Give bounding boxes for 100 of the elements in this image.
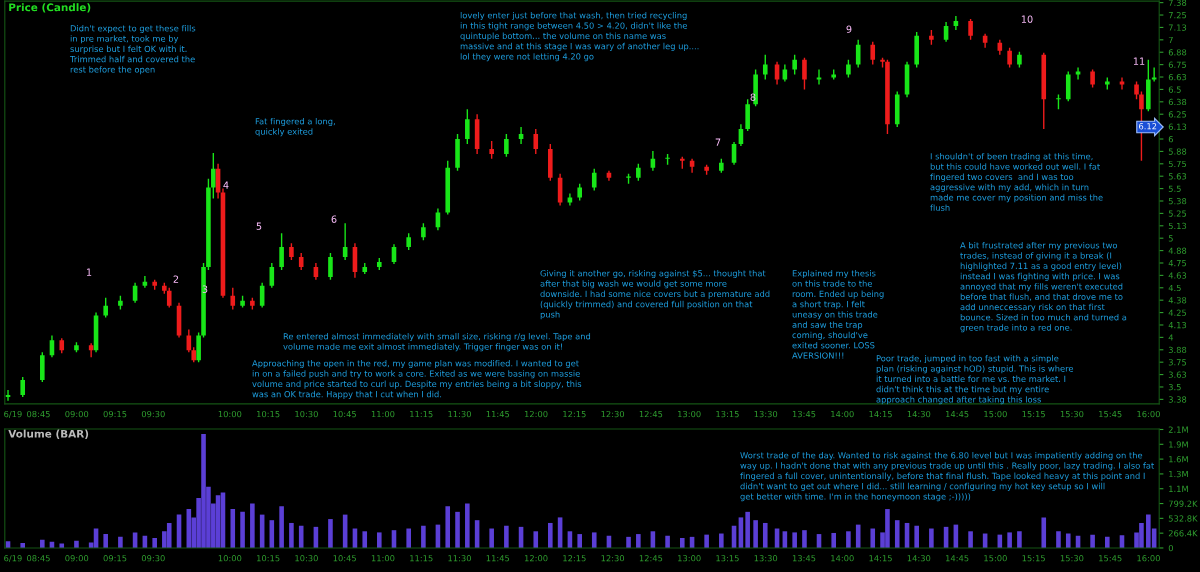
annotation: lovely enter just before that wash, then tried recycling in this tight range between 4.50 > 4.20, didn't like the quintuple bottom... the volume on this name was massive and at this stage I was wary of another leg up.... lol they were not letting 4.20 go — [460, 12, 699, 62]
annotation: Poor trade, jumped in too fast with a simple plan (risking against hOD) stupid. This is where it turned into a battle for me vs. the market. I didn't think this at the time but my entire approach changed after taking this loss — [876, 355, 1074, 405]
x-tick-label: 10:45 — [333, 555, 356, 562]
y-tick-label: 6.88 — [1168, 49, 1187, 56]
x-tick-label: 14:30 — [907, 410, 931, 418]
y-tick-label: 0 — [1168, 544, 1173, 552]
bar — [846, 531, 851, 548]
bar — [802, 530, 807, 548]
x-tick-label: 12:30 — [601, 410, 625, 418]
y-tick-label: 5.88 — [1168, 148, 1187, 155]
y-tick-label: 7.38 — [1168, 0, 1187, 6]
annotation: 5 — [256, 222, 262, 230]
bar — [577, 534, 582, 548]
y-tick-label: 6.5 — [1168, 86, 1181, 93]
bar — [103, 534, 108, 548]
annotation: 1 — [86, 268, 92, 276]
y-tick-label: 1.3M — [1169, 470, 1188, 478]
x-tick-label: 16:00 — [1137, 410, 1160, 418]
x-tick-label: 08:45 — [27, 555, 50, 562]
bar — [421, 525, 426, 548]
y-tick-label: 266.4K — [1168, 530, 1198, 537]
x-tick-label: 09:00 — [65, 555, 89, 562]
bar — [636, 534, 641, 548]
x-tick-label: 13:45 — [792, 555, 816, 562]
x-tick-label: 14:45 — [946, 555, 969, 562]
x-tick-label: 13:15 — [716, 410, 739, 418]
x-tick-label: 15:45 — [1099, 411, 1122, 418]
x-tick-label: 10:15 — [257, 410, 280, 418]
bar — [328, 519, 333, 548]
x-tick-label: 09:30 — [141, 555, 165, 562]
annotation: 10 — [1021, 15, 1033, 23]
y-tick-label: 4.13 — [1168, 321, 1187, 329]
y-tick-label: 6.38 — [1168, 98, 1187, 106]
bar — [1007, 532, 1012, 548]
bar — [665, 535, 670, 548]
annotation: Worst trade of the day. Wanted to risk against the 6.80 level but I was impatiently adding on the way up. I hadn't done that with any previous trade up until this . Really poor, lazy trading. I also fat fingered a full cover, unintentionally, before that final flush. Tape looked heavy at this point and I didn't want to get out where I did... still learning / configuring my hot key setup so I will get better with time. I'm in the honeymoon stage ;-))))) — [740, 452, 1155, 502]
x-tick-label: 15:30 — [1060, 410, 1084, 418]
x-tick-label: 13:15 — [716, 555, 739, 562]
x-tick-label: 13:00 — [678, 555, 701, 562]
x-tick-label: 08:45 — [27, 410, 50, 418]
x-tick-label: 11:45 — [486, 555, 510, 562]
bar — [548, 522, 553, 548]
y-tick-label: 5.5 — [1168, 185, 1181, 192]
x-tick-label: 11:15 — [410, 411, 433, 418]
x-tick-label: 14:00 — [831, 410, 854, 418]
x-tick-label: 16:00 — [1137, 555, 1160, 562]
x-tick-label: 14:45 — [946, 411, 969, 418]
x-tick-label: 11:00 — [371, 410, 395, 418]
y-tick-label: 3.63 — [1168, 371, 1187, 378]
bar — [894, 520, 900, 548]
x-tick-label: 11:30 — [448, 555, 471, 562]
bar — [719, 533, 724, 548]
bar — [1065, 533, 1071, 548]
y-tick-label: 4.88 — [1168, 247, 1187, 254]
y-tick-label: 4.75 — [1168, 260, 1187, 267]
annotation: Didn't expect to get these fills in pre market, took me by surprise but I felt OK with it. Trimmed half and covered the rest before the open — [69, 25, 196, 75]
bar — [166, 522, 172, 548]
bar — [445, 506, 451, 548]
annotation: 7 — [715, 138, 721, 146]
x-tick-label: 12:30 — [601, 555, 625, 562]
y-tick-label: 6.13 — [1168, 123, 1187, 130]
annotation: Fat fingered a long, quickly exited — [255, 118, 335, 137]
x-tick-label: 12:00 — [524, 555, 548, 562]
x-tick-label: 15:15 — [1022, 411, 1045, 418]
x-tick-label: 12:00 — [524, 410, 548, 418]
x-tick-label: 13:45 — [792, 410, 816, 418]
y-tick-label: 5.63 — [1168, 173, 1187, 180]
x-tick-label: 09:15 — [103, 410, 127, 418]
bar — [762, 522, 768, 548]
bar — [289, 522, 294, 548]
x-tick-label: 15:30 — [1060, 555, 1084, 562]
annotation: I shouldn't of been trading at this time, but this could have worked out well. I fat fingered two covers and I was too aggressive with my add, which in turn made me cover my position and miss the flush — [930, 153, 1103, 211]
x-tick-label: 12:45 — [639, 410, 663, 418]
y-tick-label: 1.9M — [1169, 441, 1188, 448]
annotation: 2 — [173, 275, 179, 283]
bar — [1056, 531, 1061, 548]
bar — [250, 503, 255, 548]
bar — [792, 532, 797, 548]
x-tick-label: 14:15 — [869, 555, 892, 562]
bar — [465, 503, 470, 548]
y-tick-label: 4.25 — [1168, 309, 1187, 316]
bar — [831, 532, 836, 548]
text: A bit frustrated after my previous two trades, instead of giving it a break (I highlighted 7.11 as a good entry level) instead I was fighting with price. I was annoyed that my fills weren't executed before that flush, and that drove me to add unneccessary risk on that first bounce. Sized in too much and turned a green trade into a red one. — [960, 242, 1127, 333]
y-tick-label: 7.13 — [1168, 24, 1187, 31]
annotation: 11 — [1133, 57, 1145, 65]
x-tick-label: 14:30 — [907, 555, 931, 562]
x-tick-label: 15:15 — [1022, 555, 1045, 562]
bar — [376, 532, 382, 548]
bar — [152, 537, 157, 548]
x-tick-label: 10:00 — [218, 410, 242, 418]
bar — [455, 511, 460, 548]
x-tick-label: 11:00 — [371, 555, 395, 562]
x-tick-label: 15:00 — [984, 555, 1007, 562]
annotation: 4 — [223, 181, 229, 189]
bar — [745, 511, 750, 548]
y-tick-label: 3.38 — [1168, 396, 1187, 403]
bar — [929, 528, 934, 548]
bar — [362, 531, 368, 548]
y-tick-label: 5.75 — [1168, 160, 1187, 168]
x-tick-label: 09:00 — [65, 410, 89, 418]
